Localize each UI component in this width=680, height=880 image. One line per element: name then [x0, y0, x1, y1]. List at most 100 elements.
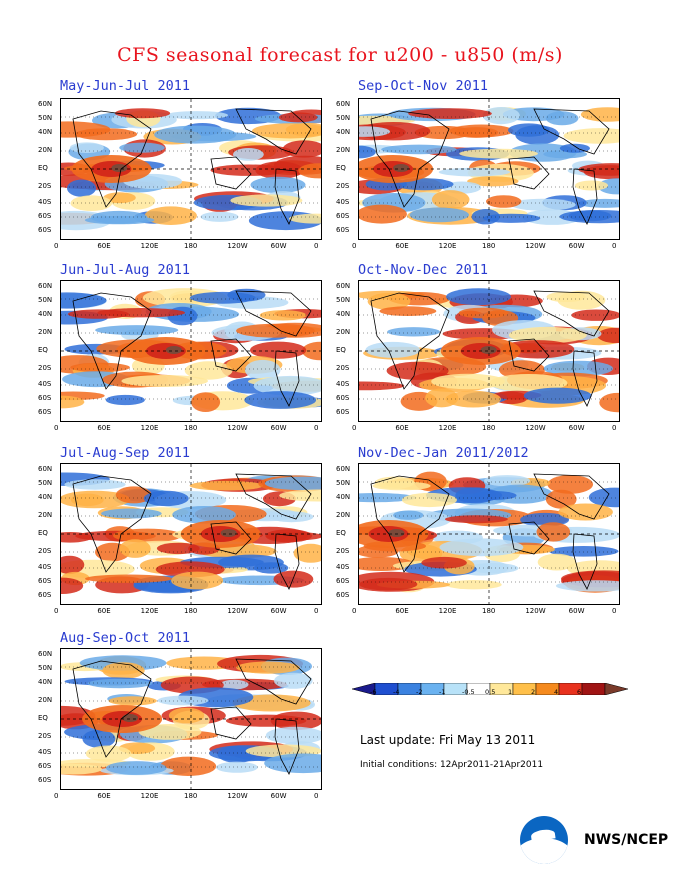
longitude-label: 120E	[140, 424, 159, 432]
latitude-label: EQ	[38, 714, 48, 722]
longitude-label: 120W	[227, 242, 248, 250]
latitude-label: 20N	[336, 146, 351, 154]
longitude-label: 60W	[568, 242, 585, 250]
longitude-label: 120E	[438, 242, 457, 250]
forecast-map	[60, 98, 322, 240]
latitude-label: 40N	[336, 310, 351, 318]
latitude-label: 40S	[336, 380, 350, 388]
longitude-label: 60W	[270, 792, 287, 800]
longitude-label: 180	[184, 242, 198, 250]
latitude-label: EQ	[336, 164, 346, 172]
forecast-map	[60, 280, 322, 422]
longitude-label: 180	[482, 424, 496, 432]
latitude-label: 50N	[38, 664, 53, 672]
colorbar-label: 1	[508, 688, 513, 696]
noaa-logo-icon	[520, 816, 568, 864]
longitude-label: 60E	[97, 242, 111, 250]
panel-title: Oct-Nov-Dec 2011	[358, 262, 489, 278]
colorbar-label: 0.5	[485, 688, 496, 696]
latitude-label: 60S	[336, 226, 350, 234]
longitude-label: 0	[314, 424, 319, 432]
latitude-label: 40N	[38, 310, 53, 318]
latitude-label: 60S	[38, 577, 52, 585]
longitude-label: 0	[612, 242, 617, 250]
panel-title: May-Jun-Jul 2011	[60, 78, 191, 94]
latitude-label: 20N	[38, 146, 53, 154]
longitude-label: 180	[482, 607, 496, 615]
longitude-label: 180	[184, 607, 198, 615]
latitude-label: EQ	[336, 346, 346, 354]
latitude-label: 60S	[336, 394, 350, 402]
latitude-label: 20N	[336, 511, 351, 519]
colorbar	[351, 680, 629, 696]
longitude-label: 0	[352, 607, 357, 615]
longitude-label: 60W	[270, 424, 287, 432]
logo-text: NWS/NCEP	[584, 832, 669, 848]
latitude-label: 50N	[336, 479, 351, 487]
latitude-label: 40N	[336, 493, 351, 501]
latitude-label: EQ	[38, 346, 48, 354]
longitude-label: 120W	[525, 242, 546, 250]
longitude-label: 120W	[227, 424, 248, 432]
longitude-label: 120W	[227, 792, 248, 800]
latitude-label: 40N	[38, 678, 53, 686]
longitude-label: 60W	[270, 242, 287, 250]
last-update-text: Last update: Fri May 13 2011	[360, 733, 536, 747]
latitude-label: 60S	[38, 408, 52, 416]
latitude-label: 20N	[38, 328, 53, 336]
longitude-label: 0	[314, 242, 319, 250]
latitude-label: 60S	[336, 212, 350, 220]
latitude-label: 60S	[38, 776, 52, 784]
latitude-label: 60N	[38, 282, 53, 290]
latitude-label: 20S	[336, 547, 350, 555]
longitude-label: 180	[184, 792, 198, 800]
latitude-label: 40S	[38, 380, 52, 388]
panel-title: Jun-Jul-Aug 2011	[60, 262, 191, 278]
latitude-label: 20N	[336, 328, 351, 336]
longitude-label: 120E	[140, 792, 159, 800]
latitude-label: 60S	[336, 577, 350, 585]
latitude-label: 60N	[38, 465, 53, 473]
colorbar-label: 2	[531, 688, 536, 696]
latitude-label: 60S	[38, 212, 52, 220]
latitude-label: 50N	[38, 479, 53, 487]
longitude-label: 0	[54, 607, 59, 615]
longitude-label: 180	[184, 424, 198, 432]
latitude-label: 60S	[38, 394, 52, 402]
latitude-label: 60S	[38, 762, 52, 770]
colorbar-label: -6	[370, 688, 377, 696]
latitude-label: 20S	[336, 182, 350, 190]
longitude-label: 60W	[270, 607, 287, 615]
latitude-label: EQ	[38, 529, 48, 537]
longitude-label: 120E	[438, 607, 457, 615]
latitude-label: 20N	[38, 511, 53, 519]
panel-title: Sep-Oct-Nov 2011	[358, 78, 489, 94]
panel-title: Aug-Sep-Oct 2011	[60, 630, 191, 646]
latitude-label: 40N	[336, 128, 351, 136]
panel-title: Nov-Dec-Jan 2011/2012	[358, 445, 529, 461]
latitude-label: 20S	[38, 364, 52, 372]
latitude-label: 40N	[38, 493, 53, 501]
latitude-label: 20S	[336, 364, 350, 372]
latitude-label: 40S	[38, 563, 52, 571]
forecast-map	[358, 98, 620, 240]
longitude-label: 60W	[568, 607, 585, 615]
initial-conditions-text: Initial conditions: 12Apr2011-21Apr2011	[360, 760, 544, 770]
latitude-label: 40N	[38, 128, 53, 136]
longitude-label: 60E	[97, 792, 111, 800]
panel-title: Jul-Aug-Sep 2011	[60, 445, 191, 461]
latitude-label: EQ	[38, 164, 48, 172]
latitude-label: 50N	[336, 296, 351, 304]
longitude-label: 0	[54, 424, 59, 432]
longitude-label: 120W	[227, 607, 248, 615]
latitude-label: 50N	[336, 114, 351, 122]
longitude-label: 120W	[525, 607, 546, 615]
longitude-label: 0	[612, 424, 617, 432]
forecast-map	[358, 280, 620, 422]
latitude-label: 60S	[336, 408, 350, 416]
latitude-label: 60S	[336, 591, 350, 599]
colorbar-label: 6	[577, 688, 582, 696]
forecast-map	[60, 463, 322, 605]
latitude-label: 20S	[38, 547, 52, 555]
latitude-label: 60N	[336, 100, 351, 108]
